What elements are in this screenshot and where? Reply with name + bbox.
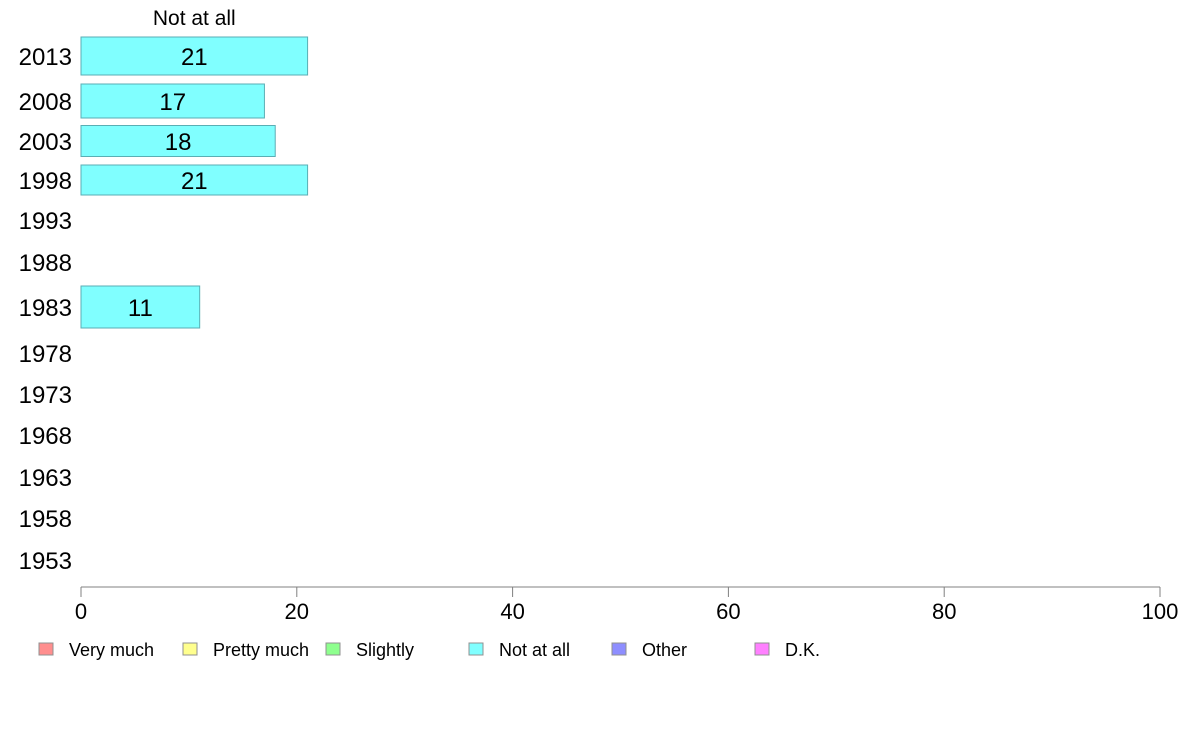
year-label-1983: 1983 xyxy=(19,295,72,322)
legend-item: Very much xyxy=(38,640,154,660)
x-tick-label-0: 0 xyxy=(75,599,87,624)
year-label-1953: 1953 xyxy=(19,548,72,575)
x-tick-label-40: 40 xyxy=(500,599,524,624)
bar-label-2008: 17 xyxy=(159,89,186,116)
x-tick-label-100: 100 xyxy=(1142,599,1179,624)
year-labels-group: 2013 2008 2003 1998 1993 1988 1983 1978 1973 1968… xyxy=(19,44,72,575)
year-label-1963: 1963 xyxy=(19,465,72,492)
legend-label: D.K. xyxy=(785,640,820,660)
legend-swatch xyxy=(754,642,770,656)
legend-label: Not at all xyxy=(499,640,570,660)
year-label-1998: 1998 xyxy=(19,168,72,195)
legend-swatch xyxy=(182,642,198,656)
year-label-1993: 1993 xyxy=(19,208,72,235)
year-label-1978: 1978 xyxy=(19,341,72,368)
bar-label-2013: 21 xyxy=(181,44,208,71)
legend-item: Pretty much xyxy=(182,640,309,660)
legend: Very much Pretty much Slightly Not at all Ot… xyxy=(38,640,820,660)
legend-label: Pretty much xyxy=(213,640,309,660)
legend-label: Other xyxy=(642,640,687,660)
x-tick-label-80: 80 xyxy=(932,599,956,624)
year-label-1968: 1968 xyxy=(19,423,72,450)
year-label-1973: 1973 xyxy=(19,382,72,409)
bar-1998 xyxy=(80,164,309,196)
legend-label: Slightly xyxy=(356,640,414,660)
legend-item: Other xyxy=(611,640,687,660)
legend-swatch xyxy=(325,642,341,656)
year-label-1958: 1958 xyxy=(19,506,72,533)
year-label-2008: 2008 xyxy=(19,89,72,116)
x-tick-label-60: 60 xyxy=(716,599,740,624)
bar-label-1998: 21 xyxy=(181,168,208,195)
bars-group: 21 17 18 21 11 xyxy=(80,36,309,329)
legend-item: Not at all xyxy=(468,640,570,660)
bar-2013 xyxy=(80,36,309,76)
legend-label: Very much xyxy=(69,640,154,660)
bar-2003 xyxy=(80,125,276,157)
legend-item: D.K. xyxy=(754,640,820,660)
x-tick-label-20: 20 xyxy=(285,599,309,624)
legend-swatch xyxy=(468,642,484,656)
year-label-2003: 2003 xyxy=(19,129,72,156)
bar-label-1983: 11 xyxy=(128,295,153,322)
year-label-2013: 2013 xyxy=(19,44,72,71)
legend-item: Slightly xyxy=(325,640,414,660)
x-axis: 0 20 40 60 80 100 xyxy=(75,586,1179,624)
bar-label-2003: 18 xyxy=(165,129,192,156)
bar-1983 xyxy=(80,285,201,329)
legend-swatch xyxy=(611,642,627,656)
bar-2008 xyxy=(80,83,265,119)
legend-swatch xyxy=(38,642,54,656)
series-header: Not at all xyxy=(153,7,236,30)
year-label-1988: 1988 xyxy=(19,250,72,277)
